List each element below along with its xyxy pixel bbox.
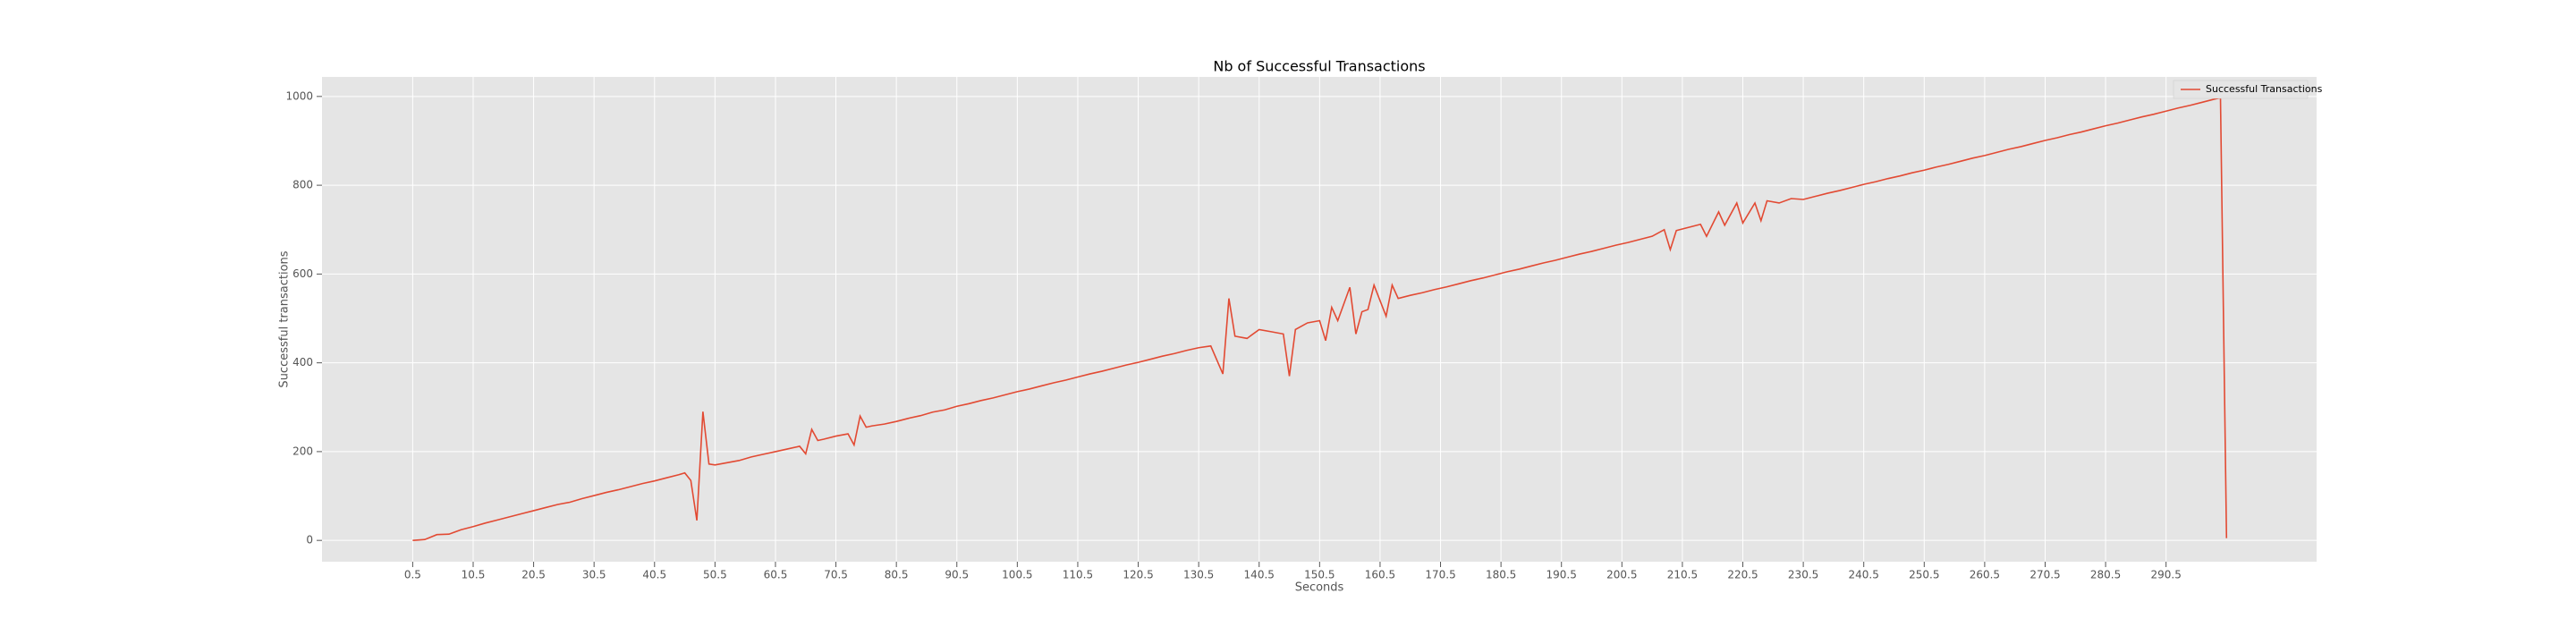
x-tick-label: 210.5 xyxy=(1667,569,1698,581)
data-line xyxy=(412,97,2228,541)
x-axis-label: Seconds xyxy=(1295,581,1344,595)
y-tick-label: 0 xyxy=(306,534,313,547)
x-tick-label: 180.5 xyxy=(1486,569,1516,581)
x-tick-label: 230.5 xyxy=(1788,569,1818,581)
x-tick-label: 20.5 xyxy=(521,569,546,581)
x-tick-label: 280.5 xyxy=(2090,569,2121,581)
y-axis-label: Successful transactions xyxy=(278,250,292,387)
x-tick-label: 140.5 xyxy=(1244,569,1275,581)
x-tick-label: 260.5 xyxy=(1970,569,2000,581)
x-tick-label: 100.5 xyxy=(1002,569,1032,581)
x-tick-label: 80.5 xyxy=(885,569,909,581)
chart-title: Nb of Successful Transactions xyxy=(1213,58,1425,75)
x-tick-label: 0.5 xyxy=(404,569,421,581)
x-tick-label: 30.5 xyxy=(582,569,606,581)
x-tick-label: 10.5 xyxy=(462,569,486,581)
x-tick-label: 70.5 xyxy=(824,569,848,581)
legend-label: Successful Transactions xyxy=(2206,83,2323,95)
x-tick-label: 120.5 xyxy=(1123,569,1153,581)
x-tick-label: 130.5 xyxy=(1183,569,1214,581)
y-tick-label: 600 xyxy=(292,267,313,280)
x-tick-label: 60.5 xyxy=(764,569,788,581)
y-tick-label: 400 xyxy=(292,356,313,369)
x-tick-label: 150.5 xyxy=(1304,569,1335,581)
x-tick-label: 160.5 xyxy=(1365,569,1395,581)
x-tick-label: 240.5 xyxy=(1849,569,1879,581)
x-tick-label: 90.5 xyxy=(945,569,969,581)
x-tick-label: 110.5 xyxy=(1063,569,1093,581)
x-tick-label: 200.5 xyxy=(1606,569,1637,581)
x-tick-label: 250.5 xyxy=(1909,569,1939,581)
y-tick-label: 200 xyxy=(292,445,313,457)
x-tick-label: 170.5 xyxy=(1425,569,1455,581)
x-tick-label: 270.5 xyxy=(2029,569,2060,581)
legend-box xyxy=(2173,80,2309,99)
x-tick-label: 190.5 xyxy=(1546,569,1577,581)
y-tick-label: 1000 xyxy=(285,89,313,102)
y-tick-label: 800 xyxy=(292,179,313,191)
x-tick-label: 50.5 xyxy=(703,569,727,581)
x-tick-label: 40.5 xyxy=(642,569,666,581)
x-tick-label: 290.5 xyxy=(2151,569,2182,581)
x-tick-label: 220.5 xyxy=(1727,569,1758,581)
